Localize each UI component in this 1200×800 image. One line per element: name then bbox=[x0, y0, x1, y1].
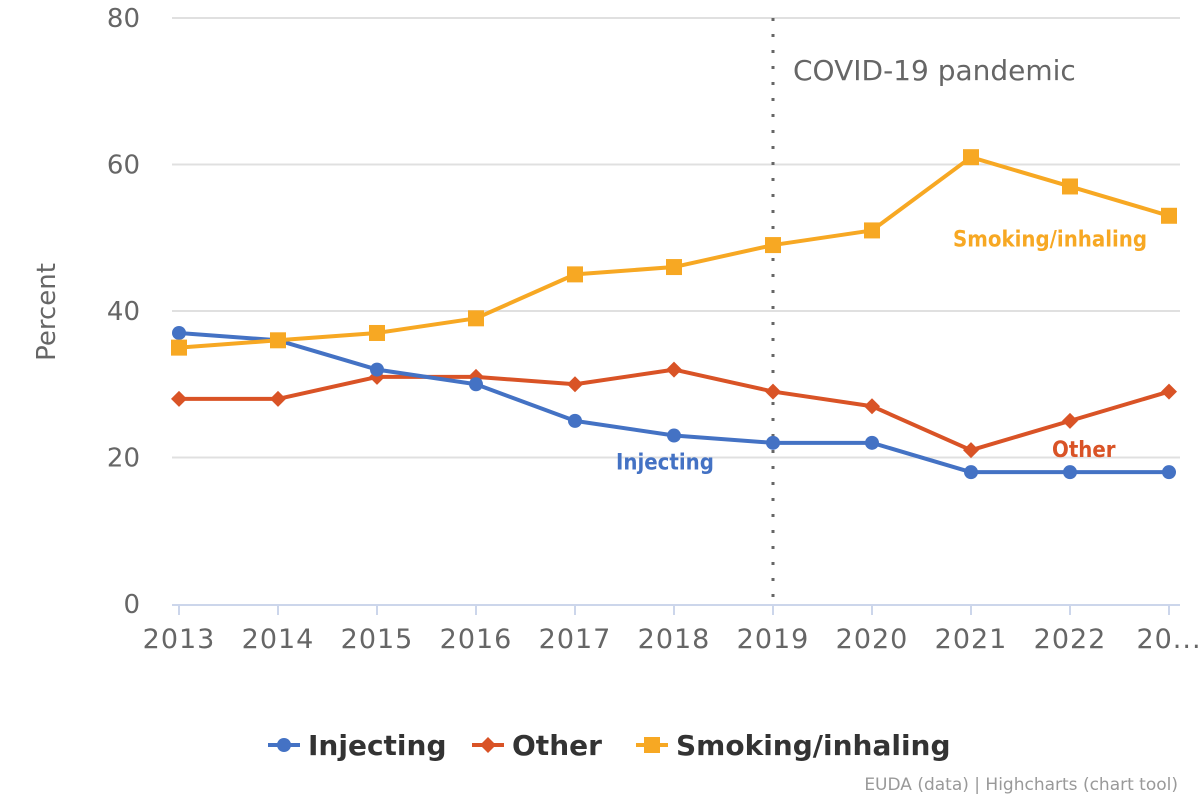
x-tick-label: 2017 bbox=[539, 624, 612, 655]
data-point bbox=[666, 361, 682, 378]
x-tick-label: 2020 bbox=[836, 624, 909, 655]
x-tick-label: 2019 bbox=[737, 624, 810, 655]
x-tick-label: 2014 bbox=[242, 624, 315, 655]
data-point bbox=[963, 149, 979, 166]
series-group bbox=[171, 149, 1177, 480]
series-smoking-inhaling bbox=[171, 149, 1177, 356]
data-point bbox=[765, 237, 781, 254]
data-point bbox=[1062, 178, 1078, 195]
data-point bbox=[469, 377, 483, 392]
data-point bbox=[172, 325, 186, 340]
data-point bbox=[1161, 207, 1177, 224]
data-point bbox=[369, 324, 385, 341]
data-point bbox=[171, 339, 187, 356]
data-point bbox=[468, 310, 484, 327]
x-tick-label: 2021 bbox=[935, 624, 1008, 655]
data-point bbox=[567, 376, 583, 393]
data-point bbox=[864, 398, 880, 415]
legend-item-smoking-inhaling[interactable]: Smoking/inhaling bbox=[636, 729, 951, 762]
data-point bbox=[864, 222, 880, 239]
legend-label: Smoking/inhaling bbox=[676, 729, 951, 762]
legend-item-other[interactable]: Other bbox=[472, 729, 602, 762]
data-point bbox=[963, 442, 979, 459]
data-point bbox=[567, 266, 583, 283]
data-point bbox=[270, 332, 286, 349]
x-axis-ticks: 2013 2014 2015 2016 2017 2018 2019 2020 2021 2022… bbox=[143, 605, 1200, 655]
legend-diamond-icon bbox=[480, 737, 496, 753]
inline-label-other: Other bbox=[1052, 438, 1116, 463]
x-tick-label: 2022 bbox=[1034, 624, 1107, 655]
y-tick-label: 60 bbox=[107, 151, 140, 181]
legend-label: Injecting bbox=[308, 729, 447, 762]
inline-label-smoking: Smoking/inhaling bbox=[953, 227, 1147, 252]
y-axis-label: Percent bbox=[32, 263, 62, 361]
data-point bbox=[865, 435, 879, 450]
legend-item-injecting[interactable]: Injecting bbox=[268, 729, 447, 762]
data-point bbox=[171, 390, 187, 407]
covid-annotation-label: COVID-19 pandemic bbox=[793, 54, 1076, 87]
data-point bbox=[1162, 465, 1176, 480]
series-other bbox=[171, 361, 1177, 459]
y-axis-ticks: 0 20 40 60 80 bbox=[107, 4, 140, 620]
legend-square-icon bbox=[644, 737, 660, 753]
data-point bbox=[568, 413, 582, 428]
x-tick-label: 2015 bbox=[341, 624, 414, 655]
data-point bbox=[766, 435, 780, 450]
x-tick-label: 2016 bbox=[440, 624, 513, 655]
data-point bbox=[1063, 465, 1077, 480]
data-point bbox=[765, 383, 781, 400]
data-point bbox=[964, 465, 978, 480]
credits[interactable]: EUDA (data) | Highcharts (chart tool) bbox=[864, 775, 1178, 795]
data-point bbox=[667, 428, 681, 443]
data-point bbox=[666, 259, 682, 276]
legend-circle-icon bbox=[277, 738, 291, 752]
y-tick-label: 0 bbox=[123, 590, 140, 620]
series-inline-labels: Injecting Other Smoking/inhaling bbox=[616, 227, 1147, 475]
y-tick-label: 20 bbox=[107, 444, 140, 474]
gridlines bbox=[172, 17, 1180, 459]
x-tick-label: 20... bbox=[1136, 624, 1200, 655]
legend: Injecting Other Smoking/inhaling bbox=[268, 729, 951, 762]
data-point bbox=[1062, 412, 1078, 429]
inline-label-injecting: Injecting bbox=[616, 451, 714, 476]
x-tick-label: 2013 bbox=[143, 624, 216, 655]
legend-label: Other bbox=[512, 729, 602, 762]
data-point bbox=[270, 390, 286, 407]
data-point bbox=[1161, 383, 1177, 400]
y-tick-label: 40 bbox=[107, 297, 140, 327]
data-point bbox=[370, 362, 384, 377]
x-tick-label: 2018 bbox=[638, 624, 711, 655]
y-tick-label: 80 bbox=[107, 4, 140, 34]
